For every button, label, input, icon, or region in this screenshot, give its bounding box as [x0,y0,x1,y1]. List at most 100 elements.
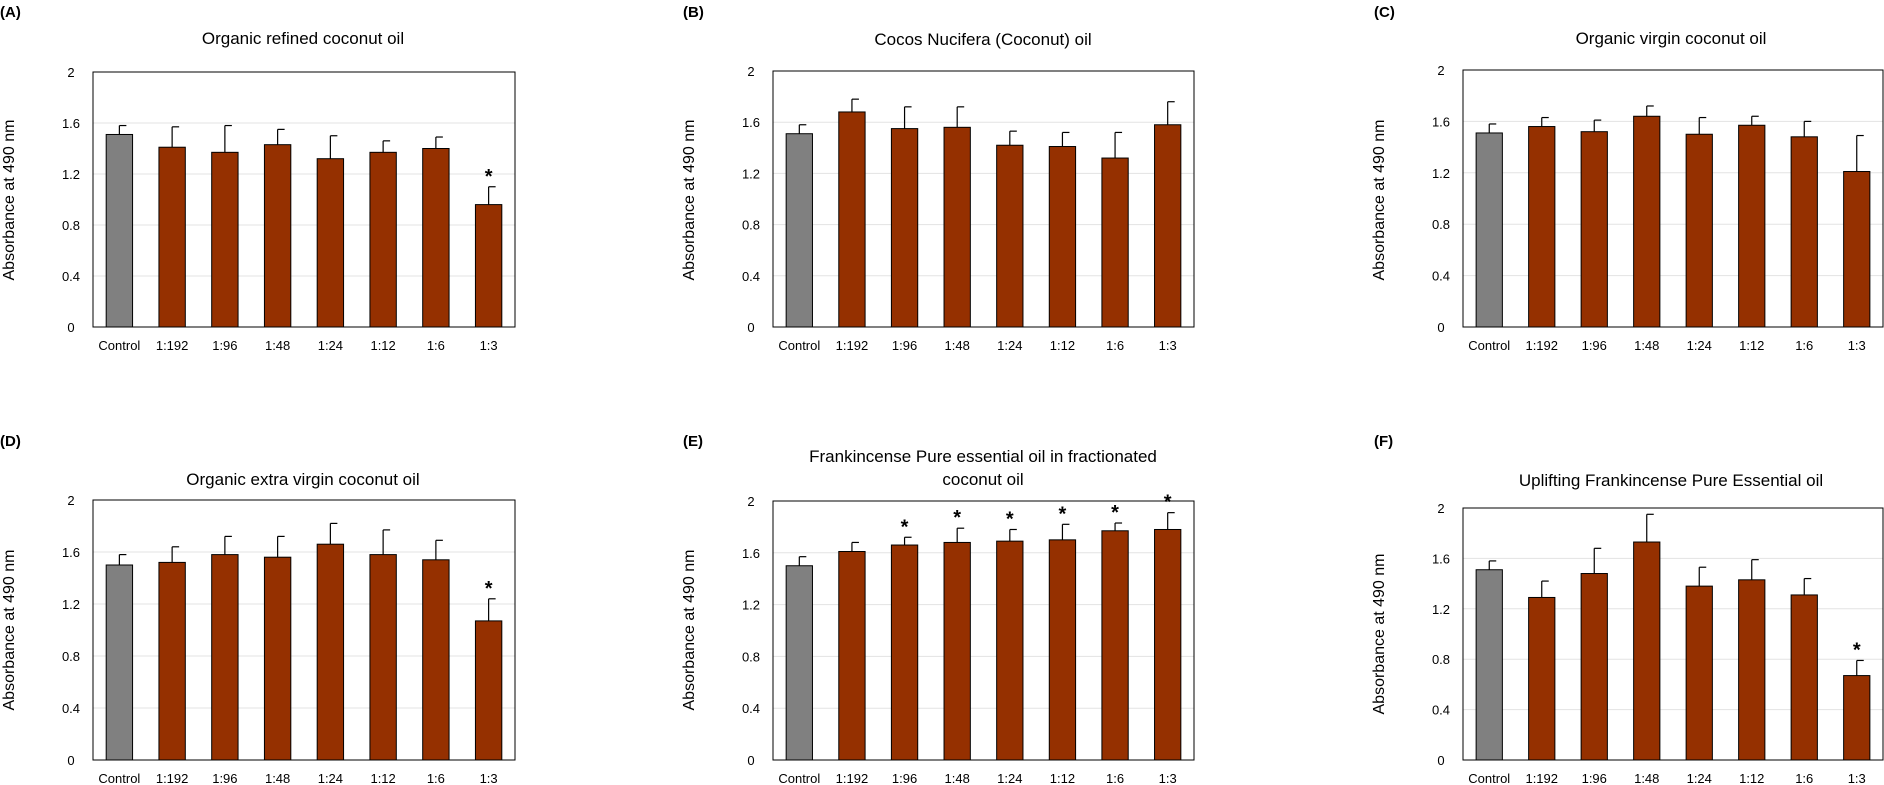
bar [1580,131,1608,328]
x-tick-label: 1:3 [1848,338,1866,353]
x-tick-label: Control [98,338,140,353]
y-tick-label: 1.6 [62,116,80,131]
y-tick-label: 0 [747,320,754,335]
bar [316,158,345,328]
x-tick-label: 1:48 [945,771,970,785]
x-tick-label: 1:192 [836,771,869,785]
y-tick-label: 1.2 [1432,166,1450,181]
x-tick-label: 1:12 [1739,771,1764,785]
chart-title: Uplifting Frankincense Pure Essential oi… [1519,471,1823,490]
x-tick-label: 1:3 [1159,771,1177,785]
x-tick-label: 1:192 [1525,771,1558,785]
y-axis-label: Absorbance at 490 nm [1371,554,1388,715]
bar [890,128,919,328]
panel-letter: (E) [683,433,703,450]
x-tick-label: 1:192 [1525,338,1558,353]
bar-control [1475,569,1503,761]
x-tick-label: 1:6 [427,338,445,353]
y-tick-label: 0 [67,753,74,768]
x-tick-label: 1:3 [1848,771,1866,785]
x-tick-label: 1:48 [1634,338,1659,353]
y-tick-label: 0.4 [62,701,80,716]
significance-star: * [901,516,909,538]
bar-control [1475,132,1503,328]
bar [474,620,503,761]
bar [1685,133,1713,328]
x-tick-label: 1:3 [480,338,498,353]
bar [1633,115,1661,328]
bar [263,144,292,328]
chart-panel: (B) Cocos Nucifera (Coconut) oil Absorbanc… [681,4,1195,353]
y-tick-label: 1.2 [742,166,760,181]
x-tick-label: 1:12 [1050,338,1075,353]
significance-star: * [953,507,961,529]
x-tick-label: Control [778,338,820,353]
x-tick-label: 1:24 [318,338,343,353]
y-tick-label: 0.4 [742,269,760,284]
y-tick-label: 1.6 [1432,114,1450,129]
x-tick-label: 1:24 [997,338,1022,353]
bar [1101,157,1129,328]
y-tick-label: 1.6 [742,115,760,130]
significance-star: * [1006,508,1014,530]
bar [838,111,866,328]
bar [1843,675,1871,761]
significance-star: * [1164,492,1172,514]
bar [1154,124,1182,328]
chart-title: Organic extra virgin coconut oil [186,470,419,489]
y-tick-label: 2 [747,494,754,509]
significance-star: * [485,578,493,600]
y-axis-label: Absorbance at 490 nm [1,120,18,281]
bar-control [105,133,134,328]
bar [1580,573,1608,761]
chart-panel: (D) Organic extra virgin coconut oil Absor… [0,433,516,785]
y-tick-label: 2 [1437,63,1444,78]
bar [1101,530,1129,761]
significance-star: * [1059,503,1067,525]
panel-letter: (B) [683,4,704,21]
x-tick-label: 1:96 [892,771,917,785]
panel-letter: (D) [0,433,21,450]
x-tick-label: 1:192 [156,771,189,785]
bar [211,151,239,328]
x-tick-label: 1:6 [1795,771,1813,785]
y-tick-label: 2 [747,64,754,79]
plot-frame [772,500,1195,761]
panel-letter: (C) [1374,4,1395,21]
bar [474,204,503,328]
bar-control [785,133,813,328]
x-tick-label: 1:48 [1634,771,1659,785]
bar [369,151,397,328]
y-tick-label: 2 [67,493,74,508]
x-tick-label: 1:12 [370,771,395,785]
y-tick-label: 2 [67,65,74,80]
y-axis-label: Absorbance at 490 nm [1371,120,1388,281]
bar [158,146,186,328]
y-tick-label: 0 [1437,753,1444,768]
x-tick-label: 1:48 [265,771,290,785]
plot-frame [92,71,516,328]
panel-letter: (F) [1374,433,1393,450]
x-tick-label: 1:6 [427,771,445,785]
bar [996,144,1024,328]
y-tick-label: 0 [1437,320,1444,335]
panel-letter: (A) [0,4,21,21]
bar [1738,124,1766,328]
plot-frame [92,499,516,761]
x-tick-label: Control [1468,338,1510,353]
x-tick-label: 1:24 [1687,771,1712,785]
y-tick-label: 1.6 [1432,551,1450,566]
y-tick-label: 0.8 [1432,217,1450,232]
significance-star: * [1111,502,1119,524]
plot-frame [1462,69,1884,328]
x-tick-label: 1:3 [1159,338,1177,353]
bar [1528,596,1556,761]
x-tick-label: 1:96 [1582,771,1607,785]
x-tick-label: 1:192 [836,338,869,353]
x-tick-label: Control [1468,771,1510,785]
y-tick-label: 0.8 [62,218,80,233]
chart-title: Organic virgin coconut oil [1576,29,1767,48]
x-tick-label: Control [98,771,140,785]
bar [1528,126,1556,328]
